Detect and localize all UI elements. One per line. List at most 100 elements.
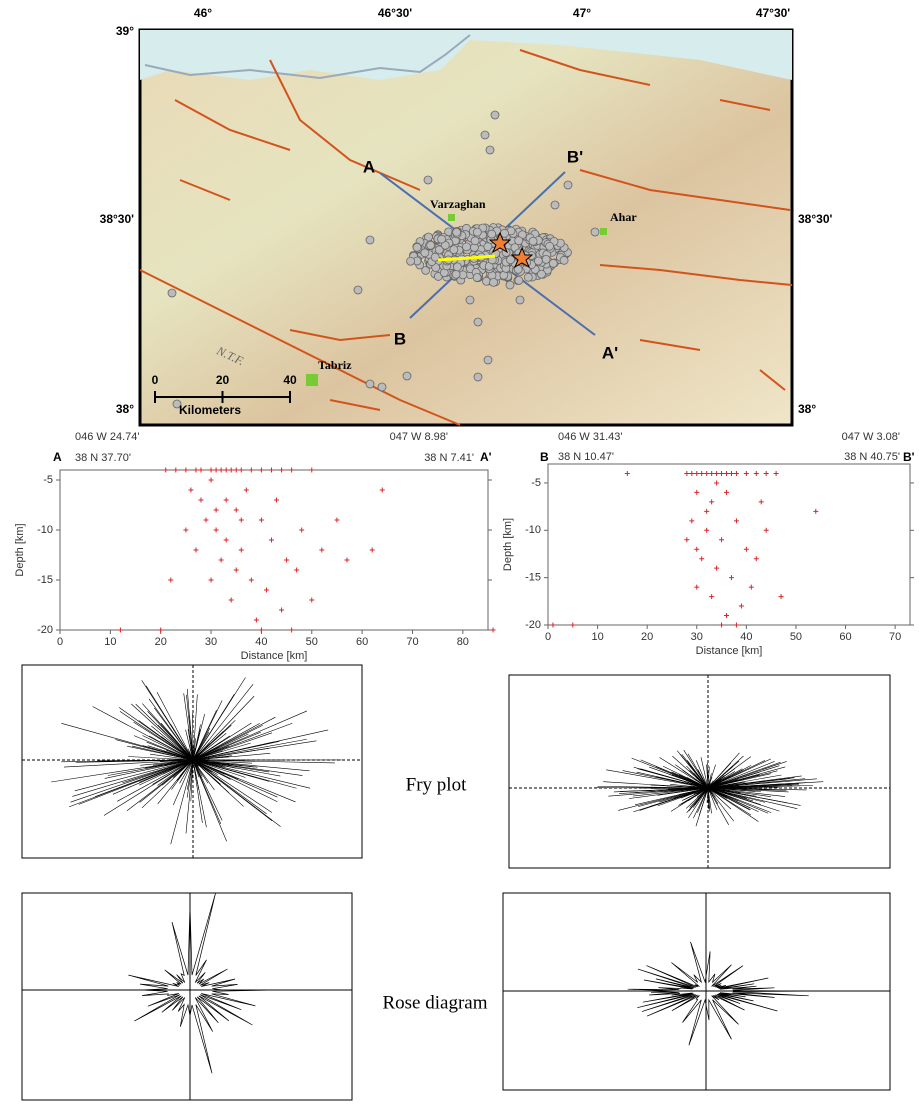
epicenter [366, 380, 374, 388]
y-tick-label: -15 [525, 572, 541, 584]
epicenter [421, 249, 429, 257]
epicenter [551, 201, 559, 209]
epicenter [450, 246, 458, 254]
lat-label: 39° [116, 24, 134, 38]
epicenter [491, 111, 499, 119]
x-tick-label: 70 [406, 636, 418, 648]
epicenter [546, 242, 554, 250]
epicenter [529, 237, 537, 245]
epicenter [534, 257, 542, 265]
start-label: A [53, 450, 62, 464]
end-lon: 047 W 8.98' [390, 431, 448, 443]
y-tick-label: -10 [37, 524, 53, 536]
epicenter [168, 289, 176, 297]
end-lon: 047 W 3.08' [842, 431, 900, 443]
epicenter [516, 296, 524, 304]
lon-label: 46° [194, 6, 212, 20]
epicenter [542, 255, 550, 263]
end-lat: 38 N 7.41' [424, 452, 474, 464]
epicenter [413, 243, 421, 251]
end-label: A' [480, 450, 492, 464]
plot-frame [548, 464, 910, 625]
epicenter [453, 228, 461, 236]
x-tick-label: 40 [740, 631, 752, 643]
y-tick-label: -5 [43, 474, 53, 486]
map: Varzaghan Ahar Tabriz N.T.F. A A' B B' K… [100, 6, 833, 425]
figure: Varzaghan Ahar Tabriz N.T.F. A A' B B' K… [0, 0, 919, 1110]
cross-section: 010203040506070-5-10-15-20Distance [km]D… [502, 431, 915, 657]
end-label: B' [903, 450, 915, 464]
epicenter [466, 296, 474, 304]
start-label: B [540, 450, 549, 464]
lon-label: 46°30' [378, 6, 412, 20]
page: html,body{margin:0;padding:0;background:… [0, 0, 919, 1110]
y-axis-label: Depth [km] [14, 523, 26, 576]
epicenter [507, 256, 515, 264]
epicenter [486, 146, 494, 154]
body: {"map":{"lon_ticks":["46°","46°30'","47°… [0, 0, 919, 1110]
epicenter [484, 356, 492, 364]
x-tick-label: 60 [839, 631, 851, 643]
caption: Fry plot [406, 774, 467, 795]
y-tick-label: -5 [531, 477, 541, 489]
epicenter [524, 273, 532, 281]
epicenter [453, 263, 461, 271]
epicenter [560, 256, 568, 264]
y-tick-label: -20 [37, 624, 53, 636]
place-label: Tabriz [318, 358, 352, 372]
y-axis-label: Depth [km] [502, 518, 514, 571]
lon-label: 47°30' [756, 6, 790, 20]
town-marker [448, 214, 455, 221]
place-label: Ahar [610, 210, 637, 224]
epicenter [438, 235, 446, 243]
x-tick-label: 20 [155, 636, 167, 648]
epicenter [463, 243, 471, 251]
scale-label: 20 [216, 373, 230, 387]
epicenter [481, 131, 489, 139]
epicenter [378, 383, 386, 391]
y-tick-label: -10 [525, 524, 541, 536]
lat-label: 38°30' [100, 212, 134, 226]
fry-panel [509, 675, 890, 868]
epicenter [506, 281, 514, 289]
x-tick-label: 40 [255, 636, 267, 648]
epicenter [354, 286, 362, 294]
epicenter [591, 228, 599, 236]
scale-label: 40 [283, 373, 297, 387]
epicenter [549, 259, 557, 267]
x-tick-label: 30 [205, 636, 217, 648]
lon-label: 47° [573, 6, 591, 20]
epicenter [515, 276, 523, 284]
start-lon: 046 W 24.74' [75, 431, 139, 443]
epicenter [488, 230, 496, 238]
x-tick-label: 70 [889, 631, 901, 643]
profile-label: B [394, 329, 406, 348]
scale-unit: Kilometers [179, 403, 241, 417]
start-lon: 046 W 31.43' [558, 431, 622, 443]
lat-label: 38° [116, 402, 134, 416]
rose-panel [22, 893, 352, 1100]
epicenter [473, 274, 481, 282]
y-tick-label: -20 [525, 619, 541, 631]
epicenter [564, 181, 572, 189]
x-axis-label: Distance [km] [241, 650, 308, 662]
epicenter [427, 241, 435, 249]
data-point [491, 628, 496, 633]
lat-label: 38°30' [798, 212, 832, 226]
start-lat: 38 N 10.47' [558, 451, 614, 463]
end-lat: 38 N 40.75' [844, 451, 900, 463]
x-tick-label: 50 [306, 636, 318, 648]
epicenter [474, 318, 482, 326]
city-marker [306, 374, 318, 386]
plot-frame [60, 470, 488, 630]
profile-label: A' [602, 343, 618, 362]
epicenter [471, 237, 479, 245]
epicenter [407, 257, 415, 265]
x-tick-label: 10 [104, 636, 116, 648]
x-tick-label: 10 [591, 631, 603, 643]
epicenter [452, 270, 460, 278]
start-lat: 38 N 37.70' [75, 452, 131, 464]
place-label: Varzaghan [430, 197, 486, 211]
